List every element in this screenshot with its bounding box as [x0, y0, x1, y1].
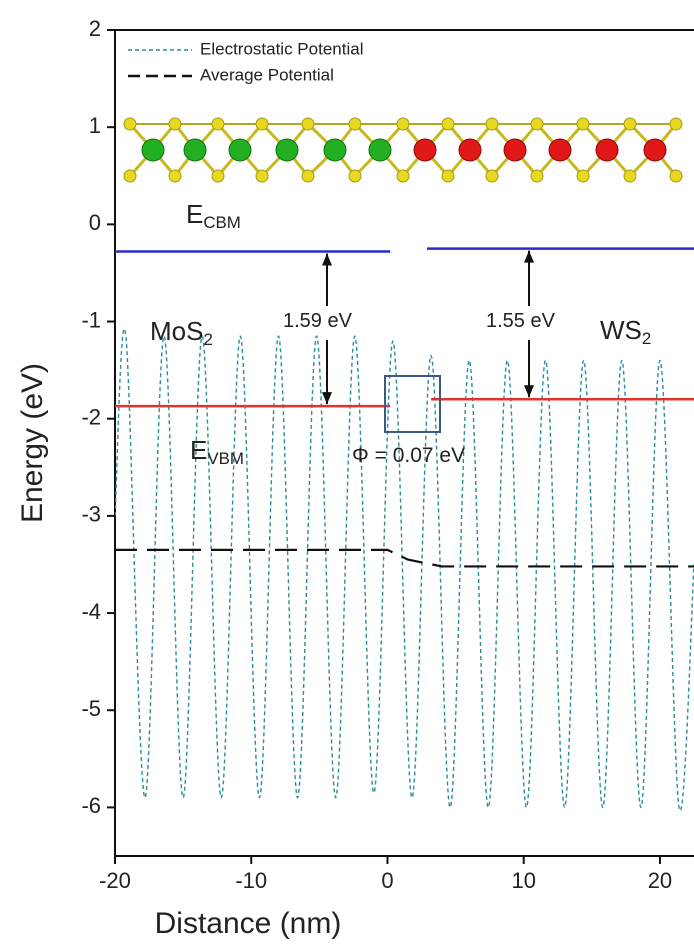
molybdenum-atom — [323, 138, 347, 162]
y-tick-label: -3 — [81, 502, 101, 527]
series-line — [115, 548, 694, 568]
y-axis-title: Energy (eV) — [16, 363, 49, 523]
tungsten-atom — [595, 138, 619, 162]
annotation: Φ = 0.07 eV — [352, 444, 465, 467]
x-tick-label: -10 — [235, 868, 267, 893]
sulfur-atom — [168, 117, 182, 131]
tungsten-atom — [548, 138, 572, 162]
annotation-text: WS — [600, 315, 642, 345]
y-tick-label: -4 — [81, 599, 101, 624]
y-tick-label: 2 — [89, 16, 101, 41]
annotation-text: Φ = 0.07 eV — [352, 444, 465, 467]
interface-box — [384, 375, 441, 433]
molybdenum-atom — [275, 138, 299, 162]
arrow-head — [524, 250, 534, 263]
sulfur-atom — [623, 169, 637, 183]
structure-inset — [123, 117, 683, 183]
arrow-head — [524, 385, 534, 398]
sulfur-atom — [123, 169, 137, 183]
y-tick-label: -5 — [81, 696, 101, 721]
sulfur-atom — [211, 117, 225, 131]
molybdenum-atom — [183, 138, 207, 162]
molybdenum-atom — [368, 138, 392, 162]
sulfur-atom — [211, 169, 225, 183]
annotation: ECBM — [186, 199, 241, 233]
plot-area — [115, 247, 694, 812]
sulfur-atom — [396, 117, 410, 131]
sulfur-atom — [485, 117, 499, 131]
tungsten-atom — [643, 138, 667, 162]
annotation-subscript: VBM — [207, 449, 244, 468]
y-tick-label: -2 — [81, 405, 101, 430]
sulfur-atom — [669, 117, 683, 131]
sulfur-atom — [348, 169, 362, 183]
sulfur-atom — [485, 169, 499, 183]
y-tick-label: 0 — [89, 210, 101, 235]
sulfur-atom — [168, 169, 182, 183]
sulfur-atom — [301, 117, 315, 131]
x-tick-label: 20 — [648, 868, 672, 893]
sulfur-atom — [255, 169, 269, 183]
annotation: EVBM — [190, 435, 244, 469]
annotation-text: E — [190, 435, 207, 465]
legend-label: Electrostatic Potential — [200, 39, 363, 58]
sulfur-atom — [623, 117, 637, 131]
annotation: WS2 — [600, 315, 651, 349]
annotation: MoS2 — [150, 316, 213, 350]
x-axis-title: Distance (nm) — [155, 907, 342, 940]
annotation-text: 1.55 eV — [486, 310, 556, 332]
sulfur-atom — [396, 169, 410, 183]
y-tick-label: -1 — [81, 307, 101, 332]
sulfur-atom — [441, 117, 455, 131]
sulfur-atom — [669, 169, 683, 183]
molybdenum-atom — [228, 138, 252, 162]
annotation: 1.55 eV — [486, 310, 556, 332]
annotation-text: E — [186, 199, 203, 229]
sulfur-atom — [576, 117, 590, 131]
sulfur-atom — [441, 169, 455, 183]
x-tick-label: 10 — [511, 868, 535, 893]
sulfur-atom — [255, 117, 269, 131]
annotation-subscript: 2 — [203, 330, 212, 349]
x-tick-label: 0 — [381, 868, 393, 893]
annotation-text: MoS — [150, 316, 203, 346]
arrow-head — [322, 392, 332, 405]
sulfur-atom — [530, 169, 544, 183]
annotation-subscript: 2 — [642, 329, 651, 348]
tungsten-atom — [413, 138, 437, 162]
arrow-head — [322, 253, 332, 266]
sulfur-atom — [530, 117, 544, 131]
sulfur-atom — [348, 117, 362, 131]
series-line — [115, 328, 694, 812]
sulfur-atom — [123, 117, 137, 131]
annotation-text: 1.59 eV — [283, 310, 353, 332]
sulfur-atom — [301, 169, 315, 183]
molybdenum-atom — [141, 138, 165, 162]
annotation: 1.59 eV — [283, 310, 353, 332]
y-tick-label: -6 — [81, 793, 101, 818]
y-tick-label: 1 — [89, 113, 101, 138]
tungsten-atom — [503, 138, 527, 162]
legend-label: Average Potential — [200, 65, 334, 84]
x-tick-label: -20 — [99, 868, 131, 893]
tungsten-atom — [458, 138, 482, 162]
legend: Electrostatic Potential Average Potential — [128, 39, 363, 84]
sulfur-atom — [576, 169, 590, 183]
annotation-subscript: CBM — [203, 213, 241, 232]
